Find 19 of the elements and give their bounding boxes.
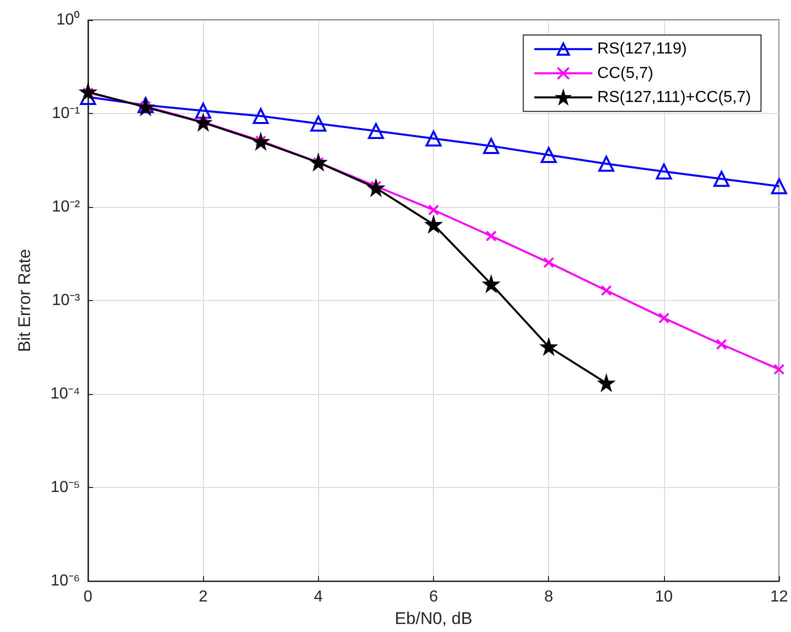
legend-label: RS(127,111)+CC(5,7) [597, 88, 752, 106]
x-tick-label: 6 [429, 588, 438, 606]
y-tick-label: 10⁻⁵ [50, 479, 80, 496]
y-tick-label: 10⁻⁴ [50, 386, 80, 403]
y-tick-label: 10⁰ [56, 10, 80, 28]
legend-label: CC(5,7) [597, 64, 654, 82]
x-tick-label: 2 [198, 588, 208, 606]
y-tick-label: 10⁻⁶ [50, 572, 80, 590]
x-tick-label: 0 [84, 588, 93, 606]
x-tick-label: 12 [770, 588, 788, 606]
y-tick-label: 10⁻¹ [52, 105, 80, 122]
legend-label: RS(127,119) [597, 40, 687, 58]
x-tick-label: 10 [655, 588, 673, 606]
x-tick-label: 8 [544, 588, 554, 606]
y-axis-title: Bit Error Rate [15, 249, 34, 352]
y-tick-label: 10⁻³ [52, 292, 81, 310]
x-axis-title: Eb/N0, dB [394, 609, 472, 628]
y-tick-label: 10⁻² [52, 198, 81, 216]
x-tick-label: 4 [314, 588, 323, 606]
